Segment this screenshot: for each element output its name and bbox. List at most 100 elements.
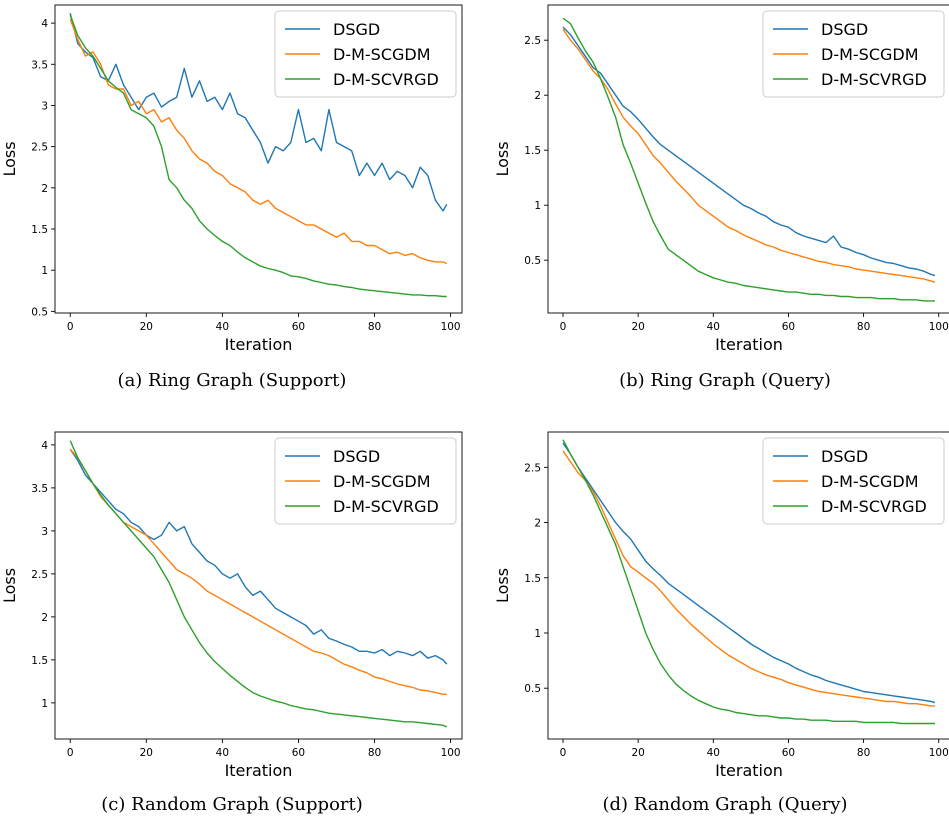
y-tick-label: 3 [41, 526, 48, 538]
y-tick-label: 3.5 [31, 483, 48, 495]
legend-label-3: D-M-SCVRGD [821, 70, 927, 89]
y-tick-label: 2 [534, 90, 541, 102]
y-tick-label: 2.5 [524, 35, 541, 47]
series-lines [69, 440, 448, 728]
x-tick-label: 60 [292, 321, 305, 333]
chart-panel-4: 0 20 40 60 80 100 0.5 1 1.5 2 2.5 Iteration Loss DSGD… [493, 431, 949, 815]
x-tick-label: 80 [857, 747, 870, 759]
legend-box [762, 437, 945, 525]
x-axis-title: Iteration [225, 761, 293, 780]
y-tick-label: 1.5 [31, 655, 48, 667]
legend-box [274, 437, 457, 525]
y-tick-label: 1.5 [524, 145, 541, 157]
y-tick-label: 3 [41, 100, 48, 112]
y-tick-label: 0.5 [524, 255, 541, 267]
legend-label-1: DSGD [333, 447, 380, 466]
legend: DSGD D-M-SCGDM D-M-SCVRGD [762, 437, 945, 525]
x-tick-label: 40 [707, 321, 720, 333]
y-axis-title: Loss [0, 141, 19, 176]
x-tick-label: 80 [368, 747, 381, 759]
y-tick-label: 4 [41, 440, 48, 452]
y-tick-label: 2 [534, 518, 541, 530]
x-tick-label: 80 [368, 321, 381, 333]
y-axis-title: Loss [493, 568, 512, 603]
legend-label-1: DSGD [821, 20, 868, 39]
legend-label-2: D-M-SCGDM [333, 472, 431, 491]
legend-box [274, 10, 457, 98]
panel-caption: (b) Ring Graph (Query) [619, 370, 831, 391]
series-line-3 [562, 439, 935, 725]
x-tick-label: 60 [782, 747, 795, 759]
series-line-2 [69, 448, 447, 695]
x-tick-label: 40 [216, 747, 229, 759]
x-tick-label: 0 [560, 747, 567, 759]
y-tick-label: 0.5 [524, 683, 541, 695]
y-tick-label: 0.5 [31, 306, 48, 318]
x-tick-label: 0 [67, 321, 74, 333]
panel-caption: (c) Random Graph (Support) [101, 794, 363, 815]
series-lines [562, 17, 936, 302]
x-tick-label: 60 [292, 747, 305, 759]
series-line-3 [69, 440, 448, 728]
legend-label-1: DSGD [821, 447, 868, 466]
y-tick-label: 1 [534, 628, 541, 640]
series-line-1 [562, 26, 936, 277]
legend: DSGD D-M-SCGDM D-M-SCVRGD [762, 10, 945, 98]
series-line-1 [69, 448, 448, 665]
legend: DSGD D-M-SCGDM D-M-SCVRGD [274, 437, 457, 525]
legend-label-2: D-M-SCGDM [333, 45, 431, 64]
x-tick-label: 100 [441, 747, 461, 759]
y-tick-label: 2 [41, 183, 48, 195]
x-tick-label: 0 [560, 321, 567, 333]
legend-box [762, 10, 945, 98]
x-axis-title: Iteration [225, 335, 293, 354]
legend: DSGD D-M-SCGDM D-M-SCVRGD [274, 10, 457, 98]
legend-label-3: D-M-SCVRGD [821, 497, 927, 516]
y-tick-label: 1.5 [524, 573, 541, 585]
x-tick-label: 0 [67, 747, 74, 759]
series-line-3 [562, 17, 935, 302]
series-line-2 [562, 28, 936, 283]
legend-label-2: D-M-SCGDM [821, 472, 919, 491]
axes-frame [54, 4, 463, 314]
y-tick-label: 1 [41, 265, 48, 277]
y-tick-label: 2.5 [31, 142, 48, 154]
y-tick-label: 1 [41, 698, 48, 710]
x-axis-title: Iteration [715, 761, 783, 780]
series-line-2 [69, 18, 448, 265]
y-tick-label: 4 [41, 18, 48, 30]
x-tick-label: 40 [707, 747, 720, 759]
series-line-1 [562, 442, 936, 704]
x-tick-label: 100 [929, 747, 949, 759]
x-tick-label: 20 [140, 747, 153, 759]
y-tick-label: 2.5 [31, 569, 48, 581]
x-axis-title: Iteration [715, 335, 783, 354]
x-tick-label: 80 [857, 321, 870, 333]
panel-caption: (d) Random Graph (Query) [602, 794, 847, 815]
chart-panel-3: 0 20 40 60 80 100 1 1.5 2 2.5 3 3.5 4 Iteration Loss DS… [0, 431, 463, 815]
legend-label-2: D-M-SCGDM [821, 45, 919, 64]
axes-frame [54, 431, 463, 740]
x-tick-label: 20 [631, 321, 644, 333]
axes-frame [547, 431, 949, 740]
y-tick-label: 2.5 [524, 462, 541, 474]
panel-caption: (a) Ring Graph (Support) [118, 370, 347, 391]
legend-label-1: DSGD [333, 20, 380, 39]
series-line-2 [562, 450, 935, 707]
y-axis-title: Loss [493, 141, 512, 176]
series-lines [69, 13, 448, 298]
x-tick-label: 100 [441, 321, 461, 333]
series-line-3 [69, 14, 447, 298]
chart-panel-1: 0 20 40 60 80 100 0.5 1 1.5 2 2.5 3 3.5 4 Iteration Los… [0, 4, 463, 391]
y-tick-label: 2 [41, 612, 48, 624]
series-lines [562, 439, 936, 725]
chart-panel-2: 0 20 40 60 80 100 0.5 1 1.5 2 2.5 Iteration Loss DSGD… [493, 4, 949, 391]
y-tick-label: 3.5 [31, 59, 48, 71]
y-axis-title: Loss [0, 568, 19, 603]
x-tick-label: 20 [631, 747, 644, 759]
y-tick-label: 1.5 [31, 224, 48, 236]
series-line-1 [69, 13, 448, 212]
x-tick-label: 100 [929, 321, 949, 333]
x-tick-label: 40 [216, 321, 229, 333]
